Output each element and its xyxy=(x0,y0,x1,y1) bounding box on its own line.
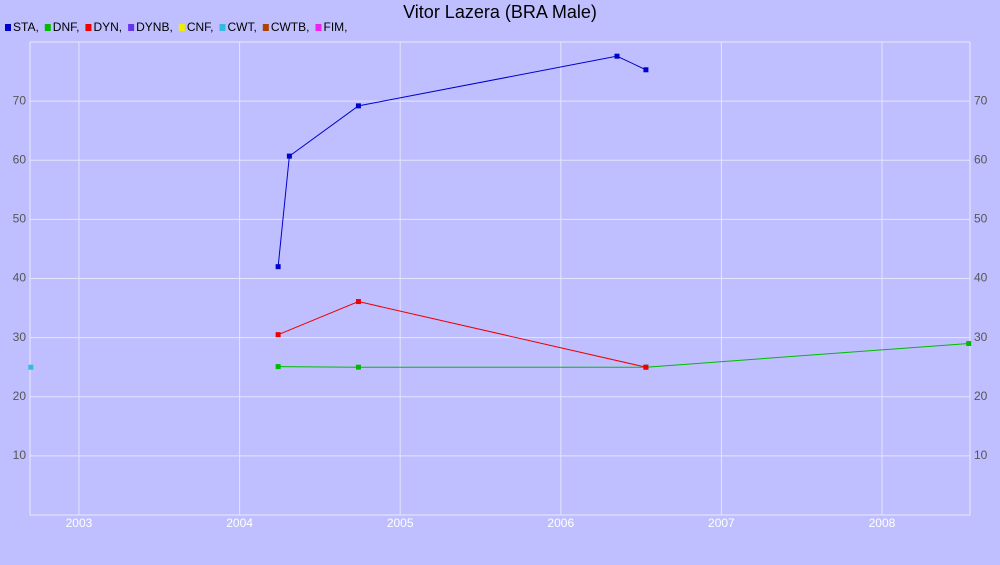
point xyxy=(355,364,361,370)
point xyxy=(275,364,281,370)
x-tick-label: 2007 xyxy=(708,516,735,530)
legend-label: CWT, xyxy=(227,20,256,34)
legend-swatch xyxy=(315,24,322,31)
point xyxy=(355,299,361,305)
y-tick-label: 70 xyxy=(13,93,27,107)
y-tick-label-right: 10 xyxy=(974,448,988,462)
x-tick-label: 2004 xyxy=(226,516,253,530)
legend-swatch xyxy=(5,24,11,31)
legend-swatch xyxy=(178,24,185,31)
point xyxy=(355,103,361,109)
point xyxy=(286,153,292,159)
legend-label: DYN, xyxy=(93,20,122,34)
y-tick-label-right: 50 xyxy=(974,212,988,226)
point xyxy=(28,364,34,370)
legend-swatch xyxy=(128,24,135,31)
legend-swatch xyxy=(44,24,51,31)
x-tick-label: 2008 xyxy=(869,516,896,530)
x-tick-label: 2003 xyxy=(66,516,93,530)
legend-swatch xyxy=(262,24,269,31)
y-tick-label-right: 20 xyxy=(974,389,988,403)
legend-swatch xyxy=(85,24,92,31)
y-tick-label: 20 xyxy=(13,389,27,403)
y-tick-label-right: 70 xyxy=(974,93,988,107)
point xyxy=(643,364,649,370)
point xyxy=(275,332,281,338)
chart-title: Vitor Lazera (BRA Male) xyxy=(403,2,597,22)
x-tick-label: 2006 xyxy=(547,516,574,530)
y-tick-label: 40 xyxy=(13,271,27,285)
legend-label: CNF, xyxy=(187,20,214,34)
legend-label: DNF, xyxy=(53,20,80,34)
y-tick-label: 60 xyxy=(13,152,27,166)
series-line xyxy=(278,343,969,368)
y-tick-label: 10 xyxy=(13,448,27,462)
point xyxy=(966,341,972,347)
legend-swatch xyxy=(219,24,226,31)
x-tick-label: 2005 xyxy=(387,516,414,530)
y-tick-label-right: 60 xyxy=(974,152,988,166)
point xyxy=(275,264,281,270)
y-tick-label: 50 xyxy=(13,212,27,226)
legend-label: STA, xyxy=(13,20,39,34)
y-tick-label-right: 40 xyxy=(974,271,988,285)
point xyxy=(614,53,620,59)
y-tick-label-right: 30 xyxy=(974,330,988,344)
legend-label: CWTB, xyxy=(271,20,310,34)
legend-label: FIM, xyxy=(323,20,347,34)
series-line xyxy=(277,55,647,267)
y-tick-label: 30 xyxy=(13,330,27,344)
legend-label: DYNB, xyxy=(136,20,173,34)
point xyxy=(643,67,649,73)
series-line xyxy=(277,301,647,368)
